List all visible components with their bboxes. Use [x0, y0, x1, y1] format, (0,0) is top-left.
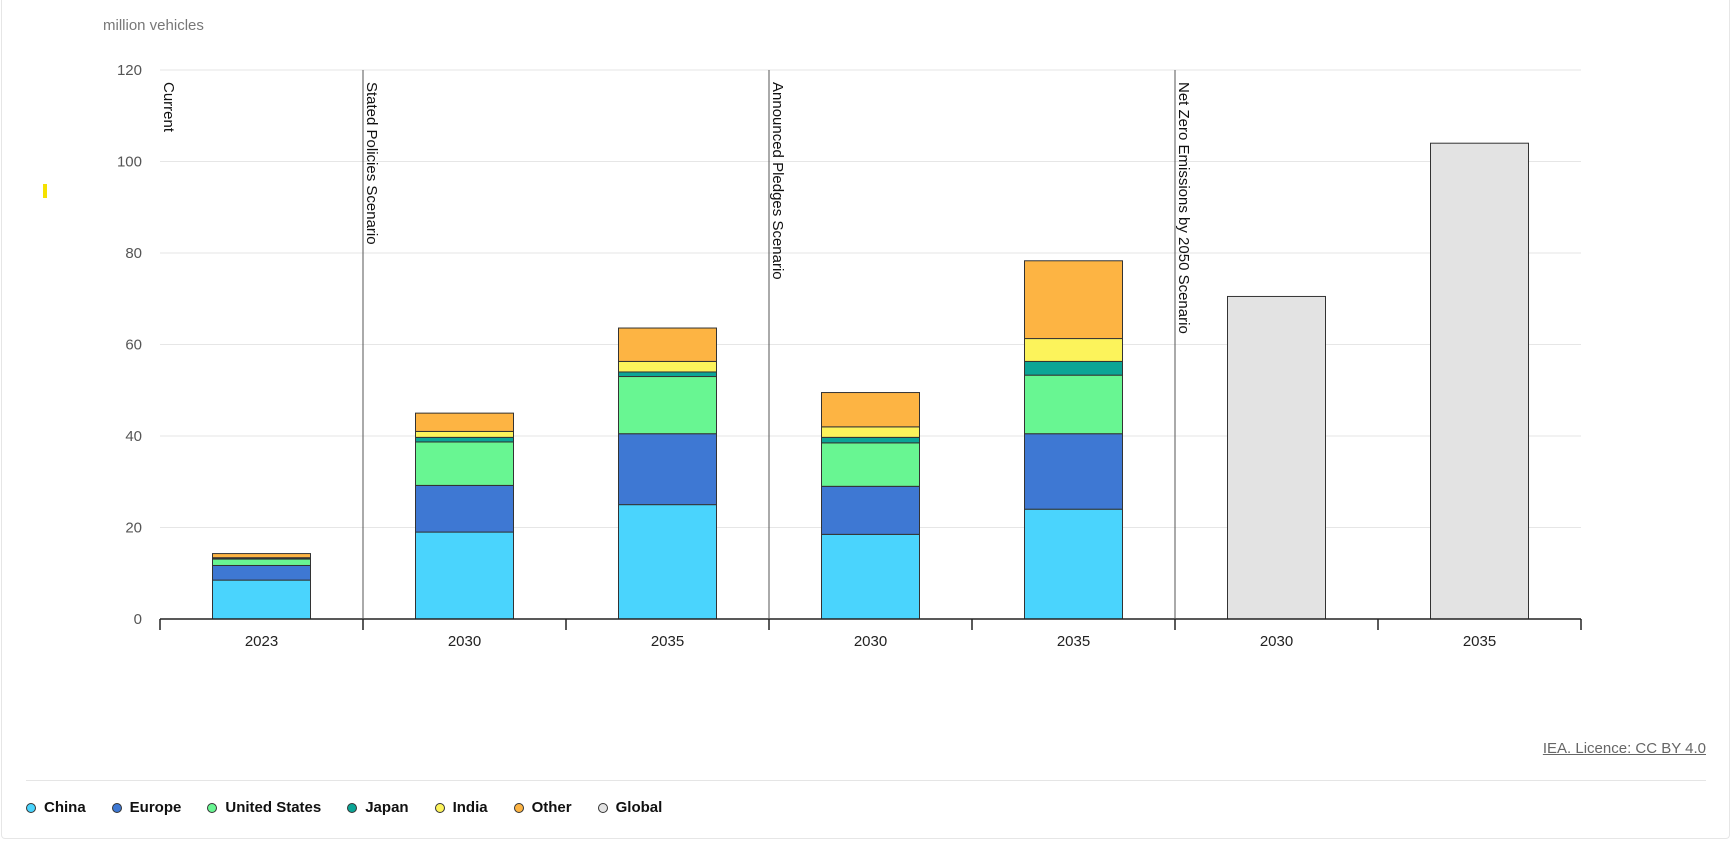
bar-segment-global[interactable] — [1227, 295, 1326, 620]
legend-swatch — [434, 802, 445, 813]
x-tick-label: 2035 — [1057, 633, 1090, 650]
bars — [212, 142, 1529, 620]
bar-segment-china[interactable] — [1024, 508, 1123, 620]
legend-swatch — [513, 802, 524, 813]
bar-segment-united-states[interactable] — [212, 558, 311, 566]
x-tick-label: 2030 — [1260, 633, 1293, 650]
legend-item-japan[interactable]: Japan — [347, 799, 409, 816]
legend-item-united-states[interactable]: United States — [207, 799, 321, 816]
scenario-label: Current — [160, 82, 177, 133]
y-axis-unit-label: million vehicles — [103, 17, 204, 34]
bar-segment-japan[interactable] — [618, 371, 717, 378]
bar-segment-united-states[interactable] — [821, 442, 920, 487]
scenario-label: Net Zero Emissions by 2050 Scenario — [1175, 82, 1192, 334]
bar-segment-china[interactable] — [618, 504, 717, 620]
legend-item-global[interactable]: Global — [597, 799, 663, 816]
bar-segment-united-states[interactable] — [1024, 374, 1123, 435]
licence-link[interactable]: IEA. Licence: CC BY 4.0 — [1542, 740, 1706, 757]
y-tick-label: 0 — [134, 611, 142, 628]
legend-label: United States — [225, 799, 322, 816]
legend-label: Other — [531, 799, 572, 816]
legend-label: China — [44, 799, 86, 816]
y-tick-label: 20 — [125, 520, 142, 537]
x-tick-label: 2030 — [448, 633, 481, 650]
bar-segment-other[interactable] — [415, 412, 514, 432]
y-tick-label: 60 — [125, 337, 142, 354]
chart-legend: China Europe United States Japan India Other G… — [26, 799, 662, 816]
bar-segment-other[interactable] — [821, 392, 920, 428]
legend-item-other[interactable]: Other — [513, 799, 572, 816]
legend-label: Europe — [129, 799, 182, 816]
bar-segment-other[interactable] — [212, 553, 311, 559]
bar-segment-other[interactable] — [1024, 260, 1123, 340]
bar-segment-india[interactable] — [415, 430, 514, 438]
grid-lines — [160, 69, 1581, 528]
x-tick-label: 2035 — [651, 633, 684, 650]
bar-segment-japan[interactable] — [1024, 360, 1123, 376]
bar-segment-japan[interactable] — [415, 436, 514, 443]
legend-item-europe[interactable]: Europe — [111, 799, 182, 816]
bar-segment-united-states[interactable] — [415, 441, 514, 486]
axes: 0 20 40 60 80 100 120 2023 2030 2035 2030 2035 2030 2… — [117, 62, 1582, 650]
legend-item-china[interactable]: China — [26, 799, 86, 816]
bar-segment-europe[interactable] — [618, 433, 717, 506]
bar-segment-europe[interactable] — [821, 485, 920, 535]
legend-swatch — [207, 802, 218, 813]
legend-label: India — [452, 799, 488, 816]
legend-swatch — [597, 802, 608, 813]
bar-segment-india[interactable] — [821, 426, 920, 438]
bar-segment-united-states[interactable] — [618, 376, 717, 435]
bar-segment-europe[interactable] — [212, 564, 311, 581]
legend-item-india[interactable]: India — [434, 799, 488, 816]
bar-segment-japan[interactable] — [821, 436, 920, 444]
legend-label: Japan — [365, 799, 409, 816]
scenario-dividers: Current Stated Policies Scenario Announced… — [160, 70, 1192, 619]
ev-stock-chart: million vehicles 0 20 40 60 80 100 120 2023 2030… — [103, 17, 1582, 650]
y-tick-label: 120 — [117, 62, 142, 79]
y-tick-label: 100 — [117, 154, 142, 171]
legend-swatch — [347, 802, 358, 813]
scenario-label: Stated Policies Scenario — [363, 82, 380, 245]
legend-divider — [26, 780, 1706, 781]
bar-segment-india[interactable] — [618, 360, 717, 373]
bar-segment-china[interactable] — [821, 533, 920, 620]
bar-segment-europe[interactable] — [1024, 433, 1123, 510]
y-tick-label: 40 — [125, 428, 142, 445]
scenario-label: Announced Pledges Scenario — [769, 82, 786, 280]
bar-segment-china[interactable] — [212, 579, 311, 620]
x-tick-label: 2030 — [854, 633, 887, 650]
bar-segment-india[interactable] — [1024, 338, 1123, 362]
y-tick-label: 80 — [125, 245, 142, 262]
accent-marker — [43, 184, 47, 198]
x-tick-label: 2023 — [245, 633, 278, 650]
bar-segment-europe[interactable] — [415, 484, 514, 533]
bar-segment-global[interactable] — [1430, 142, 1529, 620]
bar-segment-china[interactable] — [415, 531, 514, 620]
legend-swatch — [111, 802, 122, 813]
x-tick-label: 2035 — [1463, 633, 1496, 650]
legend-swatch — [26, 802, 36, 813]
legend-label: Global — [615, 799, 663, 816]
bar-segment-other[interactable] — [618, 327, 717, 362]
